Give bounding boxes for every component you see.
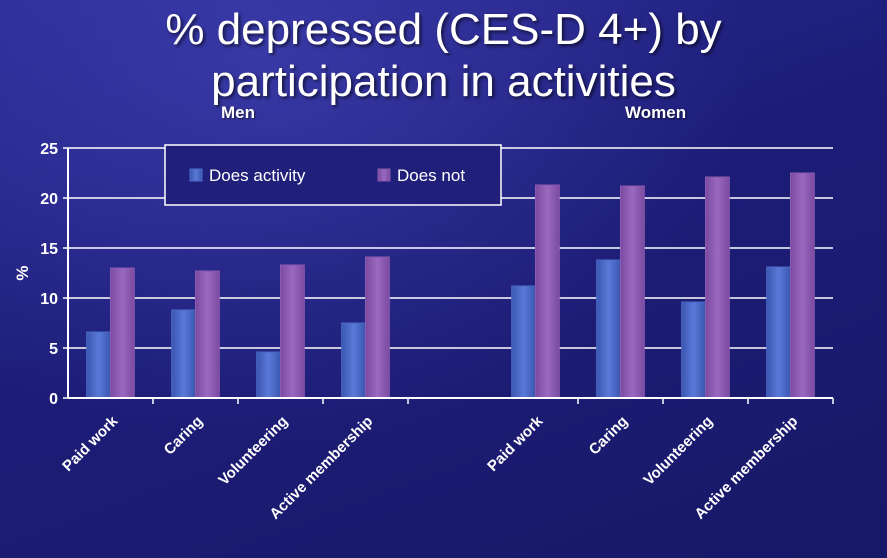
ytick-label-0: 0 bbox=[49, 391, 58, 408]
bar-does-activity-0 bbox=[86, 331, 111, 399]
ytick-label-20: 20 bbox=[40, 191, 58, 208]
bar-does-activity-7 bbox=[766, 266, 792, 399]
bar-does-activity-2 bbox=[256, 351, 282, 399]
bar-does-not-5 bbox=[620, 185, 645, 399]
bar-does-not-3 bbox=[365, 256, 390, 399]
ytick-label-25: 25 bbox=[40, 141, 58, 158]
legend-label-does-not: Does not bbox=[397, 166, 465, 185]
chart-title: % depressed (CES-D 4+) by participation … bbox=[0, 4, 887, 108]
ytick-label-15: 15 bbox=[40, 241, 58, 258]
legend-swatch-does-activity bbox=[189, 168, 203, 182]
bar-does-not-0 bbox=[110, 267, 135, 399]
xtick-label-0: Paid work bbox=[59, 412, 122, 475]
bar-does-not-4 bbox=[535, 184, 560, 399]
bar-does-not-6 bbox=[705, 176, 730, 399]
xtick-label-6: Volunteering bbox=[640, 413, 716, 489]
xtick-label-2: Volunteering bbox=[215, 413, 291, 489]
legend-box bbox=[164, 144, 502, 206]
legend-swatch-does-not bbox=[377, 168, 391, 182]
xtick-label-4: Paid work bbox=[484, 412, 547, 475]
group-label-men: Men bbox=[221, 103, 255, 122]
xtick-label-1: Caring bbox=[161, 413, 207, 459]
bar-does-activity-5 bbox=[596, 259, 622, 399]
legend-label-does-activity: Does activity bbox=[209, 166, 306, 185]
bar-does-not-1 bbox=[195, 270, 220, 399]
bar-does-not-2 bbox=[280, 264, 305, 399]
chart-title-line-2: participation in activities bbox=[211, 57, 676, 106]
legend: Does activity Does not bbox=[164, 144, 502, 206]
chart-title-line-1: % depressed (CES-D 4+) by bbox=[165, 5, 722, 54]
group-label-women: Women bbox=[625, 103, 687, 122]
bar-does-not-7 bbox=[790, 172, 815, 399]
ytick-label-5: 5 bbox=[49, 341, 58, 358]
bar-does-activity-3 bbox=[341, 322, 367, 399]
bar-does-activity-1 bbox=[171, 309, 196, 399]
axes bbox=[63, 147, 834, 404]
bar-does-activity-4 bbox=[511, 285, 537, 399]
xtick-label-5: Caring bbox=[586, 413, 632, 459]
bars bbox=[86, 172, 815, 399]
ytick-label-10: 10 bbox=[40, 291, 58, 308]
y-axis-title: % bbox=[13, 265, 32, 280]
bar-does-activity-6 bbox=[681, 301, 707, 399]
